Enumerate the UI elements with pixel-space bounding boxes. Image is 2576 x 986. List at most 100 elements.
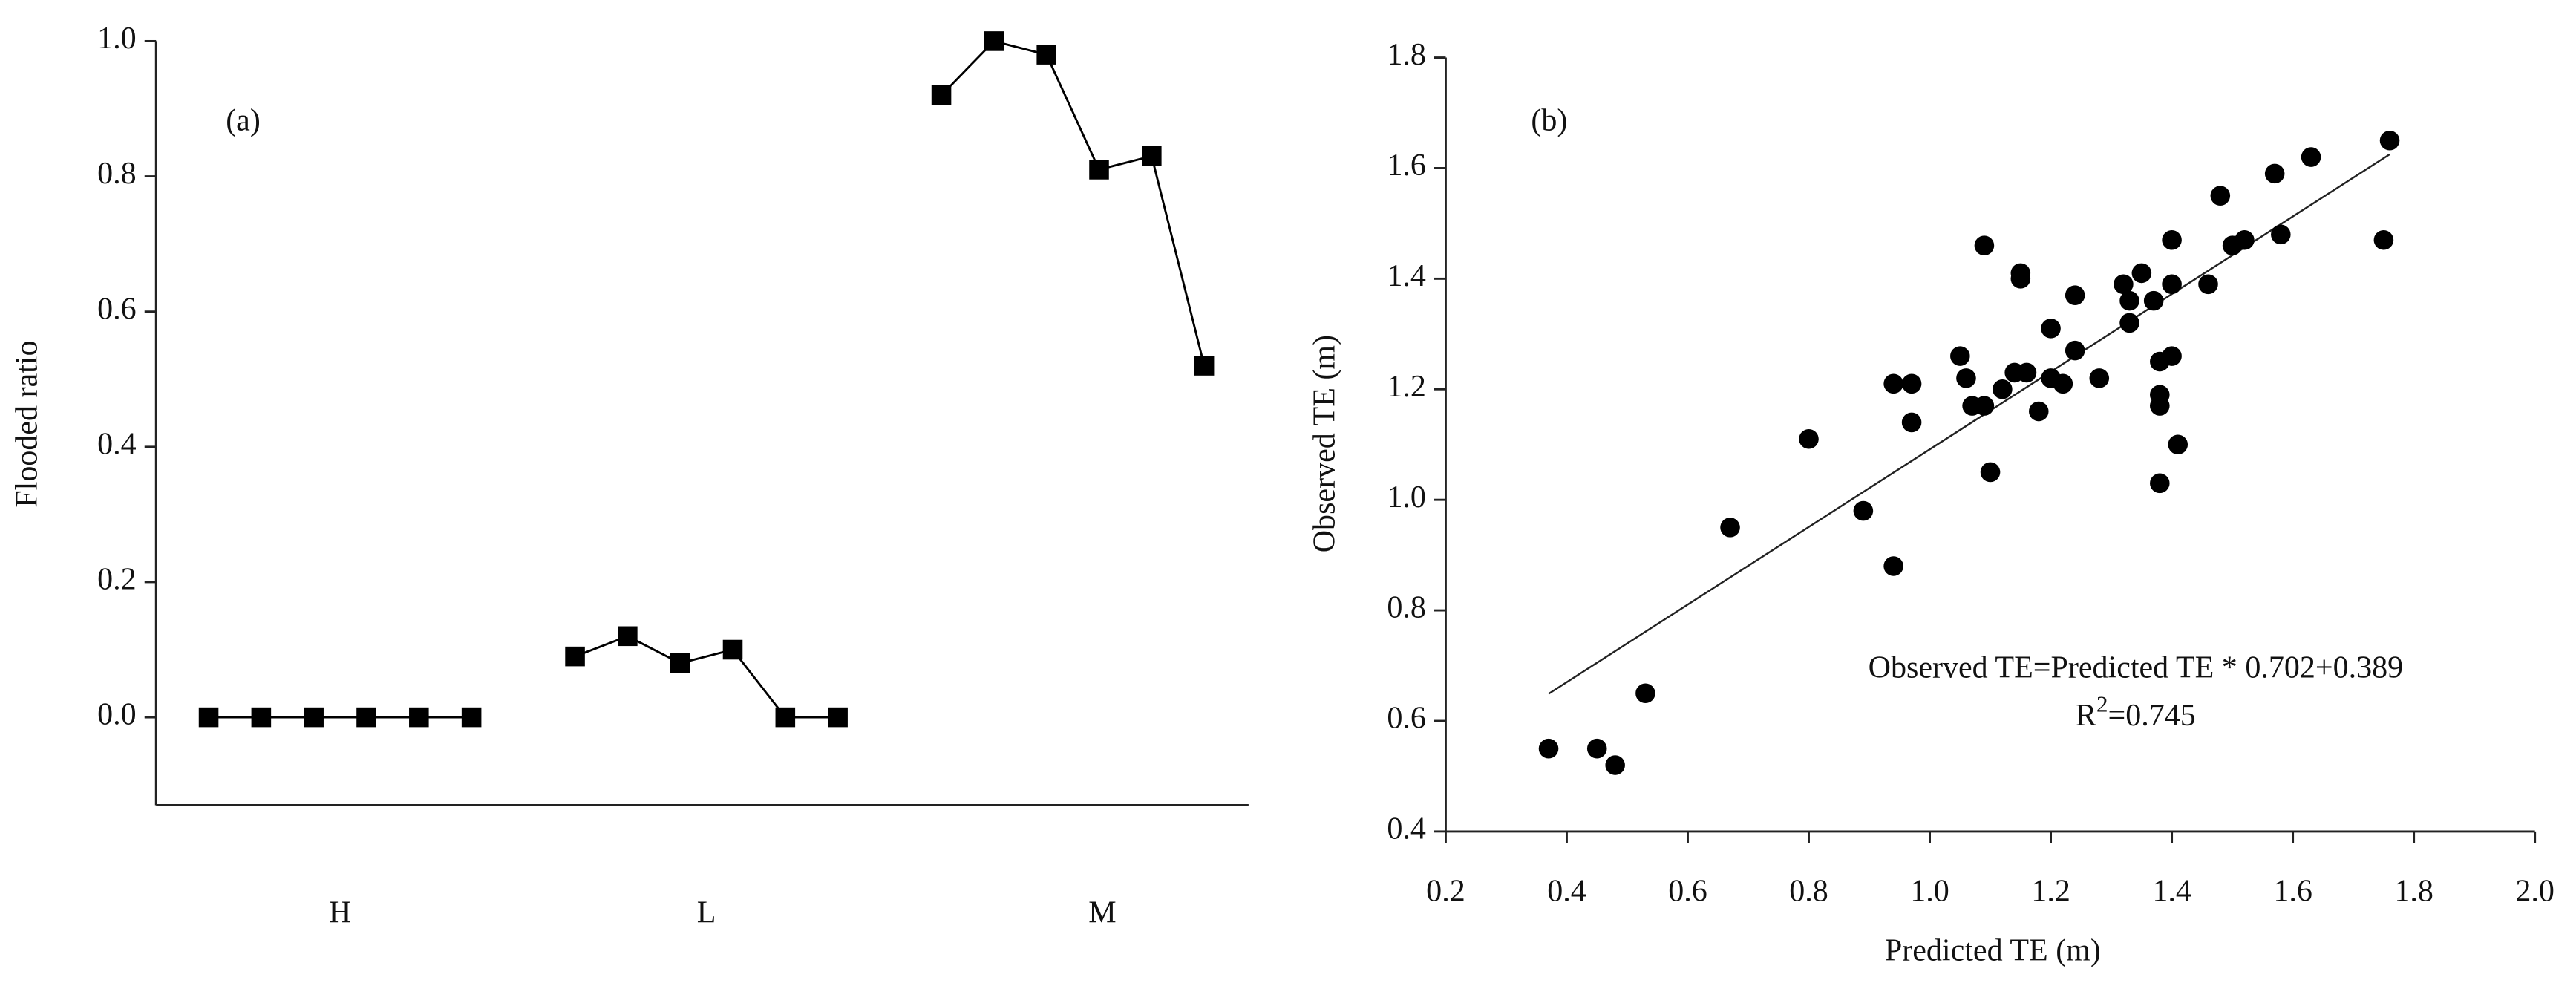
- point: [722, 639, 743, 660]
- point: [1956, 368, 1976, 388]
- point: [2235, 229, 2255, 250]
- point: [2041, 319, 2061, 339]
- point: [198, 707, 219, 728]
- x-tick-label: 0.8: [1789, 875, 1828, 909]
- y-tick-label: 1.6: [1387, 148, 1426, 183]
- point: [618, 626, 638, 647]
- superscript: 2: [2096, 691, 2108, 717]
- y-axis-label: Observed TE (m): [1308, 335, 1342, 552]
- fit-line: [1548, 153, 2390, 695]
- y-tick-label: 1.8: [1387, 38, 1426, 72]
- point: [2131, 263, 2152, 284]
- y-tick-label: 1.4: [1387, 259, 1426, 293]
- x-tick-label: 0.2: [1426, 875, 1465, 909]
- y-tick-label: 0.6: [97, 292, 137, 326]
- point: [1605, 755, 1625, 775]
- panel-label: (a): [226, 104, 261, 138]
- point: [775, 707, 796, 728]
- x-tick-label: 1.6: [2273, 875, 2312, 909]
- point: [251, 707, 272, 728]
- y-tick-label: 1.0: [97, 22, 137, 56]
- series-line: [575, 635, 838, 719]
- point: [2150, 473, 2170, 494]
- r-value: =0.745: [2108, 699, 2196, 733]
- point: [1538, 738, 1559, 759]
- point: [2028, 401, 2049, 422]
- point: [461, 707, 482, 728]
- point: [931, 85, 952, 105]
- x-tick-label: 1.8: [2394, 875, 2433, 909]
- y-tick-label: 1.0: [1387, 480, 1426, 515]
- point: [2150, 396, 2170, 416]
- point: [2119, 313, 2139, 333]
- x-tick-label: L: [697, 895, 716, 930]
- point: [2053, 373, 2073, 394]
- point: [1974, 396, 1995, 416]
- point: [1586, 738, 1607, 759]
- point: [2210, 186, 2231, 206]
- point: [2065, 285, 2085, 305]
- point: [1980, 462, 2001, 483]
- r-squared: R2=0.745: [2076, 691, 2196, 733]
- x-tick-label: 1.4: [2152, 875, 2191, 909]
- point: [2010, 269, 2031, 289]
- point: [1036, 45, 1056, 65]
- x-tick-label: 2.0: [2515, 875, 2554, 909]
- y-tick-label: 0.8: [97, 157, 137, 191]
- point: [1635, 683, 1655, 704]
- point: [2119, 290, 2139, 311]
- point: [2089, 368, 2110, 388]
- point: [2016, 362, 2037, 383]
- point: [409, 707, 429, 728]
- point: [984, 31, 1004, 51]
- point: [670, 653, 690, 673]
- point: [2065, 340, 2085, 361]
- point: [1883, 373, 1903, 394]
- point: [2301, 147, 2321, 167]
- point: [2198, 274, 2218, 295]
- point: [1950, 346, 1970, 366]
- y-tick-label: 0.0: [97, 698, 137, 732]
- point: [1901, 373, 1922, 394]
- y-axis-label: Flooded ratio: [10, 340, 44, 507]
- y-tick-label: 0.4: [1387, 812, 1426, 846]
- x-tick-label: 1.2: [2031, 875, 2070, 909]
- panel-label: (b): [1531, 104, 1567, 138]
- x-tick-label: 1.0: [1910, 875, 1949, 909]
- point: [2379, 130, 2400, 151]
- point: [2162, 346, 2182, 366]
- y-tick-label: 0.2: [97, 563, 137, 597]
- point: [2114, 274, 2134, 295]
- point: [1883, 556, 1903, 576]
- point: [1993, 379, 2013, 399]
- point: [2373, 229, 2394, 250]
- point: [565, 646, 585, 667]
- point: [828, 707, 848, 728]
- y-tick-label: 0.6: [1387, 702, 1426, 736]
- point: [2162, 229, 2182, 250]
- point: [1799, 428, 1819, 449]
- x-tick-label: 0.4: [1547, 875, 1586, 909]
- point: [1853, 500, 1874, 521]
- point: [2162, 274, 2182, 295]
- point: [2264, 163, 2285, 184]
- y-tick-label: 0.8: [1387, 591, 1426, 625]
- point: [356, 707, 376, 728]
- x-tick-label: H: [329, 895, 351, 930]
- point: [304, 707, 324, 728]
- point: [2168, 434, 2188, 454]
- point: [2143, 290, 2164, 311]
- x-axis-label: Predicted TE (m): [1885, 933, 2101, 967]
- equation: Observed TE=Predicted TE * 0.702+0.389: [1869, 651, 2404, 685]
- y-tick-label: 1.2: [1387, 370, 1426, 404]
- point: [1974, 235, 1995, 255]
- y-tick-label: 0.4: [97, 427, 137, 461]
- point: [1142, 146, 1162, 166]
- point: [1089, 160, 1109, 180]
- point: [2271, 224, 2291, 245]
- series-line: [941, 39, 1206, 366]
- x-tick-label: M: [1088, 895, 1116, 930]
- r-symbol: R: [2076, 699, 2096, 733]
